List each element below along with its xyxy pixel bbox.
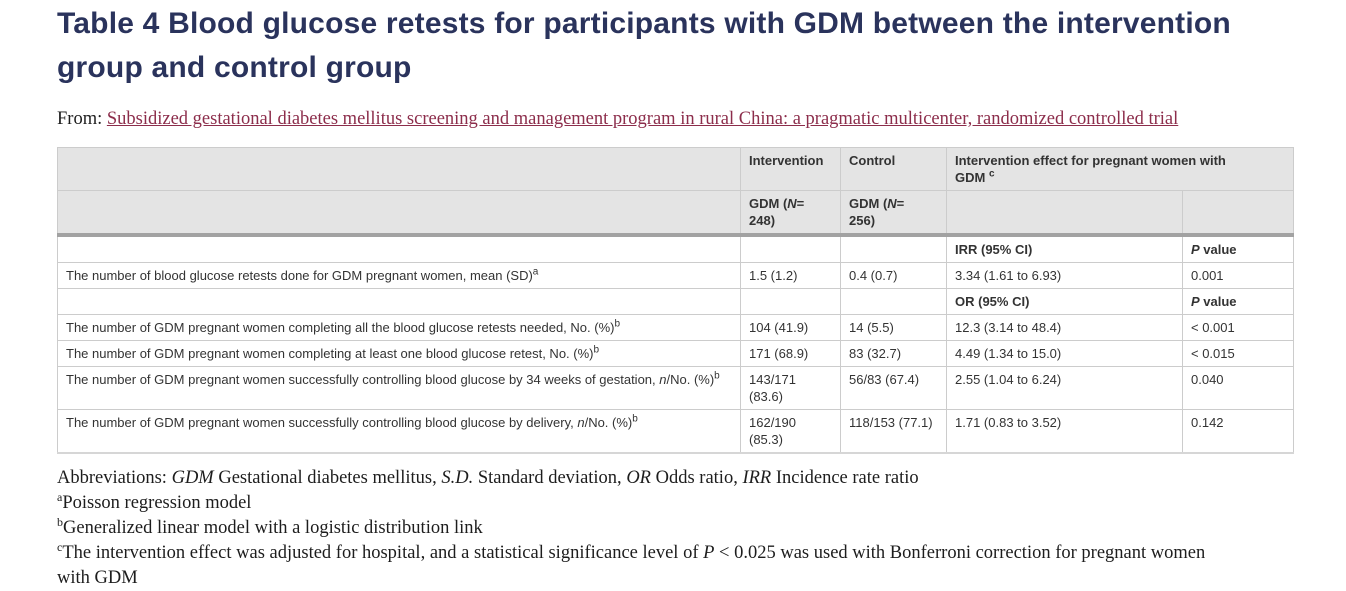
table-row-control-delivery: The number of GDM pregnant women success… — [57, 409, 1295, 454]
table-header: Intervention Control Intervention effect… — [57, 147, 1295, 237]
cell-intervention: 104 (41.9) — [740, 314, 841, 341]
cell-p-value: P value — [1181, 288, 1295, 315]
subheader-gdm-control: GDM (N= 256) — [840, 190, 947, 237]
row-label: The number of blood glucose retests done… — [57, 262, 741, 289]
footnote-a: aPoisson regression model — [57, 489, 252, 513]
row-label: The number of GDM pregnant women complet… — [57, 340, 741, 367]
cell-intervention — [740, 234, 841, 263]
row-label: The number of GDM pregnant women success… — [57, 366, 741, 410]
col-header-intervention-effect: Intervention effect for pregnant women w… — [945, 147, 1295, 191]
cell-p-value: < 0.001 — [1181, 314, 1295, 341]
from-label: From: — [57, 109, 103, 129]
cell-effect: IRR (95% CI) — [946, 234, 1183, 263]
footnote-c: cThe intervention effect was adjusted fo… — [57, 539, 1206, 588]
footnote-b: bGeneralized linear model with a logisti… — [57, 514, 483, 538]
row-label: The number of GDM pregnant women complet… — [57, 314, 741, 341]
row-label: The number of GDM pregnant women success… — [57, 409, 741, 454]
header-empty-cell — [946, 190, 1183, 237]
group-header-row: Intervention Control Intervention effect… — [57, 147, 1295, 191]
sub-header-row: GDM (N= 248) GDM (N= 256) — [57, 190, 1295, 237]
table-row-or-head: OR (95% CI) P value — [57, 288, 1295, 315]
table-row-completing-all: The number of GDM pregnant women complet… — [57, 314, 1295, 341]
header-empty-cell — [57, 147, 741, 191]
table-row-retests-mean: The number of blood glucose retests done… — [57, 262, 1295, 289]
cell-control — [840, 288, 947, 315]
cell-p-value: 0.040 — [1181, 366, 1295, 410]
col-header-intervention: Intervention — [740, 147, 841, 191]
cell-intervention: 162/190 (85.3) — [740, 409, 841, 454]
cell-p-value: < 0.015 — [1181, 340, 1295, 367]
source-line: From: Subsidized gestational diabetes me… — [57, 107, 1293, 132]
cell-effect: 12.3 (3.14 to 48.4) — [946, 314, 1183, 341]
header-empty-cell — [57, 190, 741, 237]
cell-intervention: 171 (68.9) — [740, 340, 841, 367]
table-row-control-34-weeks: The number of GDM pregnant women success… — [57, 366, 1295, 410]
cell-effect: 4.49 (1.34 to 15.0) — [946, 340, 1183, 367]
cell-effect: 1.71 (0.83 to 3.52) — [946, 409, 1183, 454]
cell-effect: OR (95% CI) — [946, 288, 1183, 315]
footnotes: Abbreviations: GDM Gestational diabetes … — [57, 466, 1302, 591]
table-body: IRR (95% CI) P value The number of blood… — [57, 234, 1295, 454]
subheader-gdm-intervention: GDM (N= 248) — [740, 190, 841, 237]
header-empty-cell — [1181, 190, 1295, 237]
cell-p-value: P value — [1181, 234, 1295, 263]
cell-intervention: 1.5 (1.2) — [740, 262, 841, 289]
cell-p-value: 0.001 — [1181, 262, 1295, 289]
table-row-irr-head: IRR (95% CI) P value — [57, 234, 1295, 263]
article-link[interactable]: Subsidized gestational diabetes mellitus… — [106, 109, 1179, 129]
cell-intervention: 143/171 (83.6) — [740, 366, 841, 410]
results-table: Intervention Control Intervention effect… — [57, 147, 1295, 454]
cell-control: 83 (32.7) — [840, 340, 947, 367]
cell-control: 56/83 (67.4) — [840, 366, 947, 410]
cell-control: 118/153 (77.1) — [840, 409, 947, 454]
cell-control: 14 (5.5) — [840, 314, 947, 341]
cell-effect: 2.55 (1.04 to 6.24) — [946, 366, 1183, 410]
abbreviations-note: Abbreviations: GDM Gestational diabetes … — [57, 468, 919, 488]
page-title: Table 4 Blood glucose retests for partic… — [57, 7, 1231, 84]
row-label — [57, 234, 741, 263]
row-label — [57, 288, 741, 315]
cell-effect: 3.34 (1.61 to 6.93) — [946, 262, 1183, 289]
cell-intervention — [740, 288, 841, 315]
table-row-completing-one: The number of GDM pregnant women complet… — [57, 340, 1295, 367]
cell-control: 0.4 (0.7) — [840, 262, 947, 289]
col-header-control: Control — [840, 147, 947, 191]
cell-p-value: 0.142 — [1181, 409, 1295, 454]
cell-control — [840, 234, 947, 263]
